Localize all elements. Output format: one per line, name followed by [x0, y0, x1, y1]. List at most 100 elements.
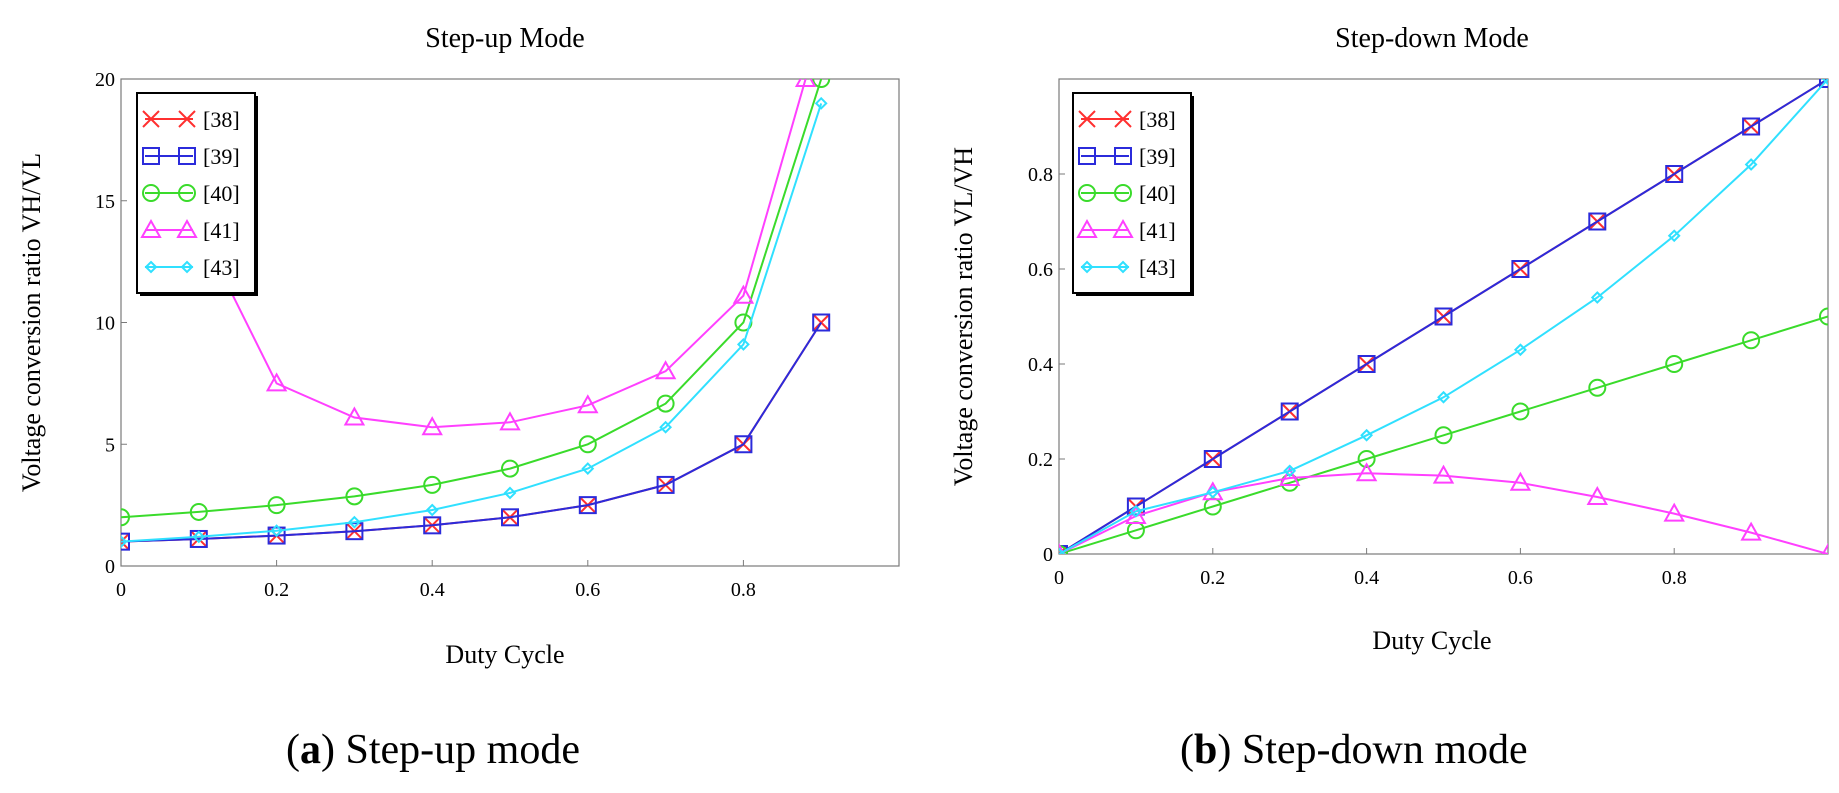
series-39-point	[1203, 450, 1222, 468]
x-tick-label: 0.6	[575, 579, 600, 601]
series-43-point	[1744, 158, 1758, 171]
series-43	[121, 96, 828, 549]
series-41-point	[1278, 466, 1301, 486]
legend-item-39-label: [39]	[203, 144, 240, 169]
step-down-chart: Step-down Mode 0 0.2 0.4 0.6 0.8 0 0.2 0.4 0.6 0.8…	[949, 23, 1829, 655]
x-axis-label: Duty Cycle	[1372, 626, 1491, 655]
series-40-point	[656, 394, 675, 413]
series-43-line	[121, 103, 823, 543]
series-41-point	[1125, 504, 1147, 524]
series-39-line	[121, 321, 823, 543]
x-tick-label: 0.4	[1354, 567, 1379, 589]
series-39-point	[1280, 402, 1299, 421]
series-43-point	[503, 486, 517, 500]
x-tick-label: 0.2	[1200, 567, 1225, 589]
series-40	[121, 79, 831, 527]
series-40-line	[121, 79, 823, 519]
caption-b-text: Step-down mode	[1241, 727, 1528, 773]
y-tick-label: 15	[95, 191, 115, 213]
series-43	[1059, 79, 1828, 554]
series-40-point	[1434, 426, 1453, 445]
caption-a: (a) Step-up mode	[286, 727, 580, 773]
y-tick-label: 20	[95, 69, 115, 91]
series-41-point	[343, 406, 366, 426]
series-43-point	[192, 530, 206, 544]
series-41-point	[1509, 471, 1532, 491]
series-38	[121, 313, 830, 551]
series-43-point	[1590, 291, 1604, 304]
legend-item-41-marker	[1076, 218, 1098, 238]
legend-item-38-label: [38]	[1139, 107, 1176, 132]
series-41-point	[1740, 521, 1762, 541]
series-39-point	[267, 526, 286, 545]
legend-item-39-label: [39]	[1139, 144, 1176, 169]
series-43-point	[1667, 229, 1681, 243]
series-40-point	[1665, 355, 1684, 373]
legend-item-40-marker	[142, 184, 160, 202]
x-tick-label: 0.4	[420, 579, 445, 601]
legend-item-43-marker	[1080, 260, 1094, 274]
series-40-point	[267, 496, 286, 515]
series-41-point	[1432, 464, 1455, 484]
series-40-point	[1357, 450, 1376, 468]
x-tick-label: 0.8	[731, 579, 756, 601]
series-43-point	[1206, 485, 1220, 499]
series-38-point	[121, 532, 130, 551]
y-axis-label: Voltage conversion ratio VH/VL	[17, 153, 46, 492]
series-41-point	[1821, 542, 1828, 554]
legend-item-38-marker	[1078, 110, 1096, 128]
y-tick-label: 0.8	[1028, 164, 1053, 186]
series-40-point	[1588, 378, 1607, 397]
series-39-point	[1665, 165, 1684, 183]
legend-item-39-marker	[1078, 147, 1096, 165]
series-39-point	[423, 516, 442, 535]
y-tick-label: 0.6	[1028, 259, 1053, 281]
y-tick-label: 10	[95, 313, 115, 335]
caption-a-text: Step-up mode	[345, 727, 580, 773]
series-39-line	[1059, 79, 1828, 554]
series-41-point	[421, 416, 443, 436]
series-43-point	[581, 462, 595, 476]
y-tick-label: 0	[1043, 544, 1053, 566]
x-tick-label: 0.2	[264, 579, 289, 601]
legend-item-40-marker	[1114, 184, 1132, 202]
series-40-point	[1742, 331, 1761, 350]
legend: [38] [39] [40] [41] [43]	[136, 92, 258, 296]
series-43-point	[1129, 504, 1143, 518]
series-41-point	[577, 394, 599, 414]
series-40-point	[121, 508, 130, 527]
caption-b-letter: b	[1194, 727, 1218, 773]
series-39-point	[1588, 212, 1607, 231]
series-39-point	[1126, 497, 1145, 516]
series-43-line	[1059, 79, 1828, 554]
series-41-point	[499, 411, 521, 431]
series-43-point	[1283, 464, 1297, 478]
legend-item-43-label: [43]	[203, 255, 240, 280]
legend-item-40-label: [40]	[1139, 181, 1176, 206]
series-41-line	[221, 79, 807, 429]
series-43-point	[1059, 547, 1066, 554]
series-40-point	[578, 435, 597, 454]
series-43-point	[1360, 428, 1374, 442]
legend-item-43-marker	[1116, 260, 1130, 274]
series-39-point	[656, 475, 675, 494]
series-41-point	[794, 79, 817, 87]
series-39-point	[501, 508, 519, 527]
x-tick-label: 0.8	[1662, 567, 1687, 589]
caption-b: (b) Step-down mode	[1180, 727, 1528, 773]
legend-item-41-marker	[1112, 218, 1134, 238]
y-tick-label: 0.2	[1028, 449, 1053, 471]
series-40-point	[812, 79, 831, 88]
series-41-point	[1586, 485, 1609, 505]
x-tick-label: 0	[1054, 567, 1064, 589]
y-tick-label: 0.4	[1028, 354, 1053, 376]
x-tick-label: 0	[116, 579, 126, 601]
series-41-point	[265, 372, 288, 392]
series-40-line	[1059, 315, 1828, 554]
series-43-point	[347, 515, 361, 529]
series-43-point	[814, 96, 828, 110]
series-41	[211, 79, 817, 436]
legend-item-39-marker	[142, 147, 160, 165]
plot-area	[121, 79, 831, 551]
